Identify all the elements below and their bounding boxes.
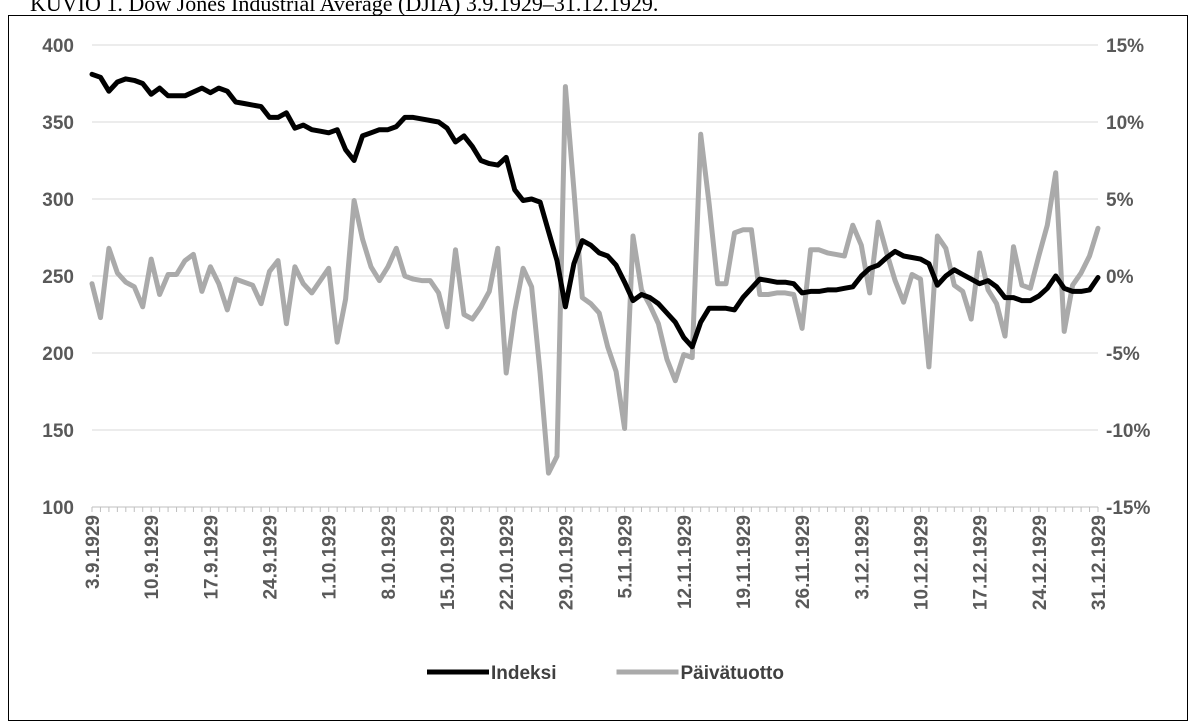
series-line-p-iv-tuotto xyxy=(89,84,1101,476)
right-axis-tick-label: 15% xyxy=(1106,36,1144,57)
x-axis-tick-label: 19.11.1929 xyxy=(734,515,755,609)
left-axis-tick-label: 200 xyxy=(42,344,74,365)
x-axis-tick-label: 8.10.1929 xyxy=(379,515,400,600)
series-line-indeksi xyxy=(89,71,1101,350)
left-axis-tick-label: 100 xyxy=(42,498,74,519)
x-axis-tick-label: 5.11.1929 xyxy=(616,515,637,598)
x-axis-tick-label: 15.10.1929 xyxy=(438,515,459,610)
x-axis-tick-label: 10.12.1929 xyxy=(911,515,932,610)
legend-label: Päivätuotto xyxy=(681,663,784,684)
figure-caption: KUVIO 1. Dow Jones Industrial Average (D… xyxy=(30,0,659,16)
right-axis-tick-label: -15% xyxy=(1106,498,1150,519)
left-axis-tick-label: 400 xyxy=(42,36,74,57)
x-axis-tick-label: 29.10.1929 xyxy=(556,515,577,610)
left-axis-tick-label: 300 xyxy=(42,190,74,211)
x-axis-tick-label: 1.10.1929 xyxy=(320,515,341,600)
right-axis-tick-label: 5% xyxy=(1106,190,1134,211)
x-axis-tick-label: 17.12.1929 xyxy=(971,515,992,610)
legend-label: Indeksi xyxy=(491,663,556,684)
x-axis-tick-label: 24.12.1929 xyxy=(1030,515,1051,610)
right-axis-tick-label: 10% xyxy=(1106,113,1144,134)
left-axis-tick-label: 150 xyxy=(42,421,74,442)
x-axis-tick-label: 31.12.1929 xyxy=(1089,515,1110,610)
x-axis-tick-label: 24.9.1929 xyxy=(261,515,282,600)
x-axis-tick-label: 17.9.1929 xyxy=(201,515,222,600)
chart-frame: 400 350 300 250 200 150 100 15% 10% 5% 0% -5% -10% -1… xyxy=(8,15,1188,721)
x-axis-tick-label: 10.9.1929 xyxy=(142,515,163,600)
x-axis-tick-label: 3.9.1929 xyxy=(83,515,104,589)
line-chart: 400 350 300 250 200 150 100 15% 10% 5% 0% -5% -10% -1… xyxy=(42,36,1150,684)
right-axis-tick-label: -5% xyxy=(1106,344,1140,365)
x-axis-tick-label: 3.12.1929 xyxy=(852,515,873,600)
right-axis-tick-label: 0% xyxy=(1106,267,1134,288)
x-axis-tick-label: 12.11.1929 xyxy=(675,515,696,609)
left-axis-tick-label: 350 xyxy=(42,113,74,134)
left-axis-tick-label: 250 xyxy=(42,267,74,288)
right-axis-tick-label: -10% xyxy=(1106,421,1150,442)
x-axis-tick-label: 22.10.1929 xyxy=(497,515,518,610)
x-axis-tick-label: 26.11.1929 xyxy=(793,515,814,609)
